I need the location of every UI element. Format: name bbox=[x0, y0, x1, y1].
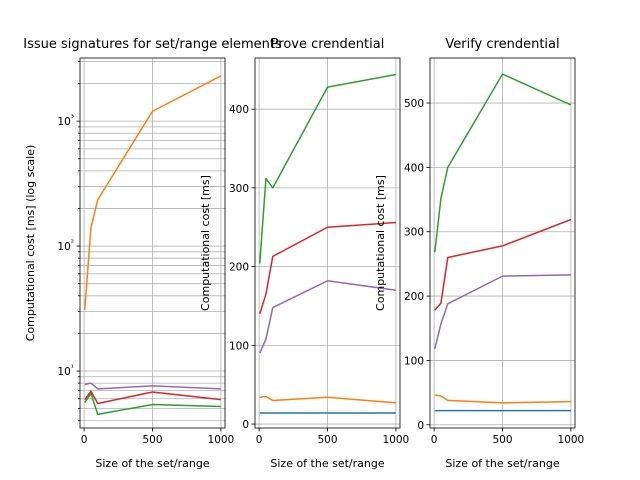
series-line-5 bbox=[434, 274, 571, 350]
series-line-4 bbox=[259, 221, 396, 315]
x-axis-label: Size of the set/range bbox=[270, 457, 384, 470]
x-tick-label: 500 bbox=[492, 434, 512, 446]
x-axis-label: Size of the set/range bbox=[445, 457, 559, 470]
series-line-2 bbox=[84, 75, 222, 310]
y-tick-label: 10¹ bbox=[57, 363, 74, 378]
series-group bbox=[434, 73, 572, 412]
series-group bbox=[259, 73, 397, 414]
series-line-5 bbox=[84, 382, 221, 390]
series-line-3 bbox=[84, 392, 221, 416]
x-tick-label: 0 bbox=[81, 434, 88, 446]
series-line-5 bbox=[259, 280, 397, 354]
x-tick-label: 500 bbox=[142, 434, 162, 446]
chart-title: Verify crendential bbox=[445, 37, 559, 52]
series-line-3 bbox=[259, 73, 397, 264]
chart-title: Issue signatures for set/range elements bbox=[23, 37, 282, 52]
y-tick-label: 200 bbox=[229, 262, 249, 274]
x-tick-label: 0 bbox=[431, 434, 438, 446]
y-tick-label: 300 bbox=[404, 227, 424, 239]
chart-title: Prove crendential bbox=[271, 37, 385, 52]
y-tick-label: 100 bbox=[229, 340, 249, 352]
series-line-2 bbox=[434, 394, 571, 404]
y-tick-label: 0 bbox=[417, 420, 424, 432]
y-tick-label: 100 bbox=[404, 355, 424, 367]
y-tick-label: 200 bbox=[404, 291, 424, 303]
x-tick-label: 0 bbox=[256, 434, 263, 446]
subplot-1: 0 500 1000 10¹ 10² 10³ Size of the set/range Co… bbox=[24, 57, 235, 470]
y-tick-label: 10³ bbox=[57, 113, 74, 128]
y-tick-label: 500 bbox=[404, 98, 424, 110]
x-axis-label: Size of the set/range bbox=[95, 457, 209, 470]
grid-lines bbox=[255, 58, 400, 428]
series-line-4 bbox=[84, 390, 221, 405]
x-tick-label: 500 bbox=[317, 434, 337, 446]
y-axis-label: Computational cost [ms] bbox=[199, 175, 212, 311]
y-tick-label: 10² bbox=[57, 238, 74, 253]
series-line-4 bbox=[434, 218, 572, 311]
y-tick-label: 300 bbox=[229, 183, 249, 195]
series-line-2 bbox=[259, 395, 396, 404]
y-axis-label: Computational cost [ms] (log scale) bbox=[24, 145, 37, 342]
subplot-2: 0 500 1000 0 100 200 300 400 Size of the set/ran… bbox=[199, 57, 410, 470]
subplot-3: 0 500 1000 0 100 200 300 400 500 Size of the set/… bbox=[374, 57, 585, 470]
x-tick-label: 1000 bbox=[208, 434, 235, 446]
x-tick-label: 1000 bbox=[383, 434, 410, 446]
series-line-3 bbox=[434, 73, 572, 253]
x-tick-label: 1000 bbox=[558, 434, 585, 446]
y-tick-label: 400 bbox=[229, 104, 249, 116]
series-group bbox=[84, 75, 222, 416]
y-axis-label: Computational cost [ms] bbox=[374, 175, 387, 311]
grid-lines bbox=[80, 58, 225, 428]
y-tick-label: 0 bbox=[242, 419, 249, 431]
y-tick-label: 400 bbox=[404, 162, 424, 174]
grid-lines bbox=[430, 58, 575, 428]
